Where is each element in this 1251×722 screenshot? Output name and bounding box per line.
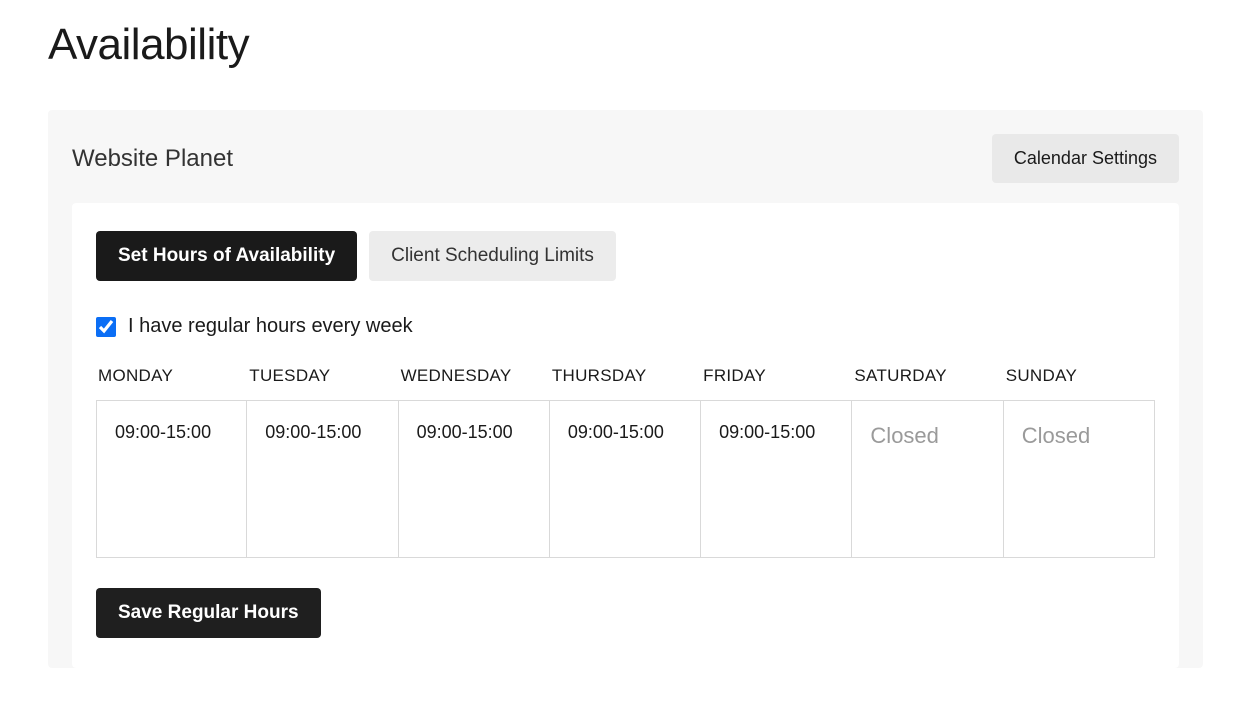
day-hours-cell[interactable]: 09:00-15:00	[399, 400, 550, 558]
page-title: Availability	[48, 20, 1203, 70]
day-hours-cell[interactable]: 09:00-15:00	[96, 400, 247, 558]
tab-set-hours[interactable]: Set Hours of Availability	[96, 231, 357, 281]
calendar-settings-button[interactable]: Calendar Settings	[992, 134, 1179, 183]
day-column-sunday: SUNDAY Closed	[1004, 366, 1155, 558]
regular-hours-checkbox[interactable]	[96, 317, 116, 337]
day-header: WEDNESDAY	[399, 366, 550, 400]
day-column-thursday: THURSDAY 09:00-15:00	[550, 366, 701, 558]
availability-panel: Website Planet Calendar Settings Set Hou…	[48, 110, 1203, 668]
day-hours-cell[interactable]: Closed	[852, 400, 1003, 558]
day-header: TUESDAY	[247, 366, 398, 400]
day-header: FRIDAY	[701, 366, 852, 400]
day-column-friday: FRIDAY 09:00-15:00	[701, 366, 852, 558]
day-hours-cell[interactable]: 09:00-15:00	[701, 400, 852, 558]
day-hours-cell[interactable]: Closed	[1004, 400, 1155, 558]
regular-hours-label: I have regular hours every week	[128, 315, 413, 338]
day-hours-cell[interactable]: 09:00-15:00	[247, 400, 398, 558]
day-header: SATURDAY	[852, 366, 1003, 400]
day-column-monday: MONDAY 09:00-15:00	[96, 366, 247, 558]
availability-card: Set Hours of Availability Client Schedul…	[72, 203, 1179, 668]
panel-header: Website Planet Calendar Settings	[48, 110, 1203, 203]
calendar-name: Website Planet	[72, 145, 233, 173]
save-regular-hours-button[interactable]: Save Regular Hours	[96, 588, 321, 638]
day-column-wednesday: WEDNESDAY 09:00-15:00	[399, 366, 550, 558]
day-hours-cell[interactable]: 09:00-15:00	[550, 400, 701, 558]
day-header: SUNDAY	[1004, 366, 1155, 400]
day-header: THURSDAY	[550, 366, 701, 400]
regular-hours-row: I have regular hours every week	[96, 315, 1155, 338]
weekly-schedule: MONDAY 09:00-15:00 TUESDAY 09:00-15:00 W…	[96, 366, 1155, 558]
day-column-tuesday: TUESDAY 09:00-15:00	[247, 366, 398, 558]
tab-client-scheduling-limits[interactable]: Client Scheduling Limits	[369, 231, 616, 281]
day-column-saturday: SATURDAY Closed	[852, 366, 1003, 558]
tabs: Set Hours of Availability Client Schedul…	[96, 231, 1155, 281]
day-header: MONDAY	[96, 366, 247, 400]
